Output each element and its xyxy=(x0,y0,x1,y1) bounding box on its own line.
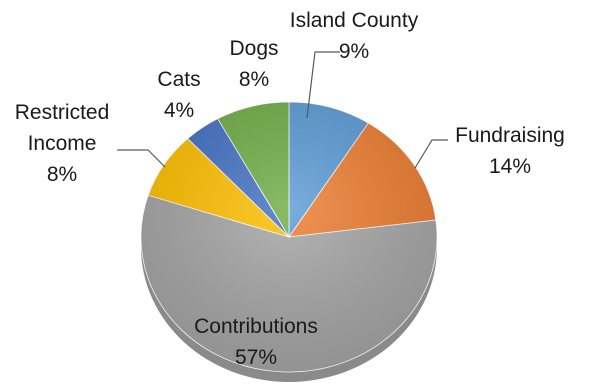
leader-line-fundraising xyxy=(414,139,448,169)
slice-label-fundraising: Fundraising xyxy=(455,124,565,147)
leader-lines xyxy=(117,51,448,169)
slice-value-restricted-income: 8% xyxy=(47,163,77,186)
slice-value-cats: 4% xyxy=(164,99,194,122)
slice-label-contributions: Contributions xyxy=(194,315,318,338)
slice-label-restricted-income: Income xyxy=(28,132,97,155)
slice-label-restricted-income: Restricted xyxy=(15,101,110,124)
leader-line-restricted-income xyxy=(117,149,166,168)
slice-labels: Island County 9% Fundraising 14% Contributio… xyxy=(15,9,565,369)
slice-label-cats: Cats xyxy=(157,68,200,91)
slice-value-contributions: 57% xyxy=(235,346,277,369)
slice-value-dogs: 8% xyxy=(239,68,269,91)
slice-value-island-county: 9% xyxy=(339,40,369,63)
pie-slices xyxy=(140,101,438,373)
slice-value-fundraising: 14% xyxy=(489,155,531,178)
slice-label-island-county: Island County xyxy=(290,9,419,32)
pie-shading xyxy=(141,102,437,372)
leader-line-island-county xyxy=(306,51,340,119)
slice-label-dogs: Dogs xyxy=(229,37,278,60)
